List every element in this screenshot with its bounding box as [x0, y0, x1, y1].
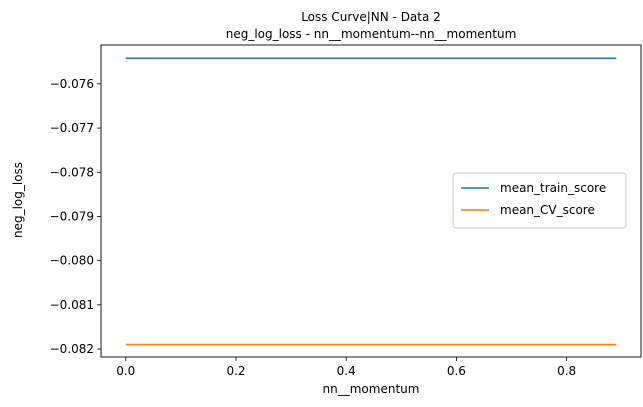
y-tick-label: −0.081 [50, 298, 94, 312]
plot-series [125, 57, 617, 346]
x-axis-ticks: 0.0 0.2 0.4 0.6 0.8 [116, 357, 576, 378]
x-tick-label: 0.0 [116, 364, 135, 378]
y-tick-label: −0.082 [50, 342, 94, 356]
y-tick-label: −0.076 [50, 77, 94, 91]
x-tick-label: 0.4 [337, 364, 356, 378]
y-tick-label: −0.080 [50, 254, 94, 268]
x-tick-label: 0.2 [226, 364, 245, 378]
y-tick-label: −0.079 [50, 209, 94, 223]
legend-label: mean_CV_score [500, 203, 595, 217]
y-tick-label: −0.077 [50, 121, 94, 135]
x-axis-label: nn__momentum [323, 382, 420, 396]
legend-label: mean_train_score [500, 181, 606, 195]
y-axis-label: neg_log_loss [11, 162, 25, 238]
x-tick-label: 0.6 [447, 364, 466, 378]
y-tick-label: −0.078 [50, 165, 94, 179]
y-axis-ticks: −0.076 −0.077 −0.078 −0.079 −0.080 −0.081 −0.0… [50, 77, 101, 356]
legend: mean_train_score mean_CV_score [452, 172, 627, 229]
plot-frame [100, 44, 642, 358]
legend-box [452, 172, 627, 229]
chart-subtitle: neg_log_loss - nn__momentum--nn__momentu… [226, 27, 517, 41]
x-tick-label: 0.8 [557, 364, 576, 378]
chart-title: Loss Curve|NN - Data 2 [301, 10, 441, 24]
